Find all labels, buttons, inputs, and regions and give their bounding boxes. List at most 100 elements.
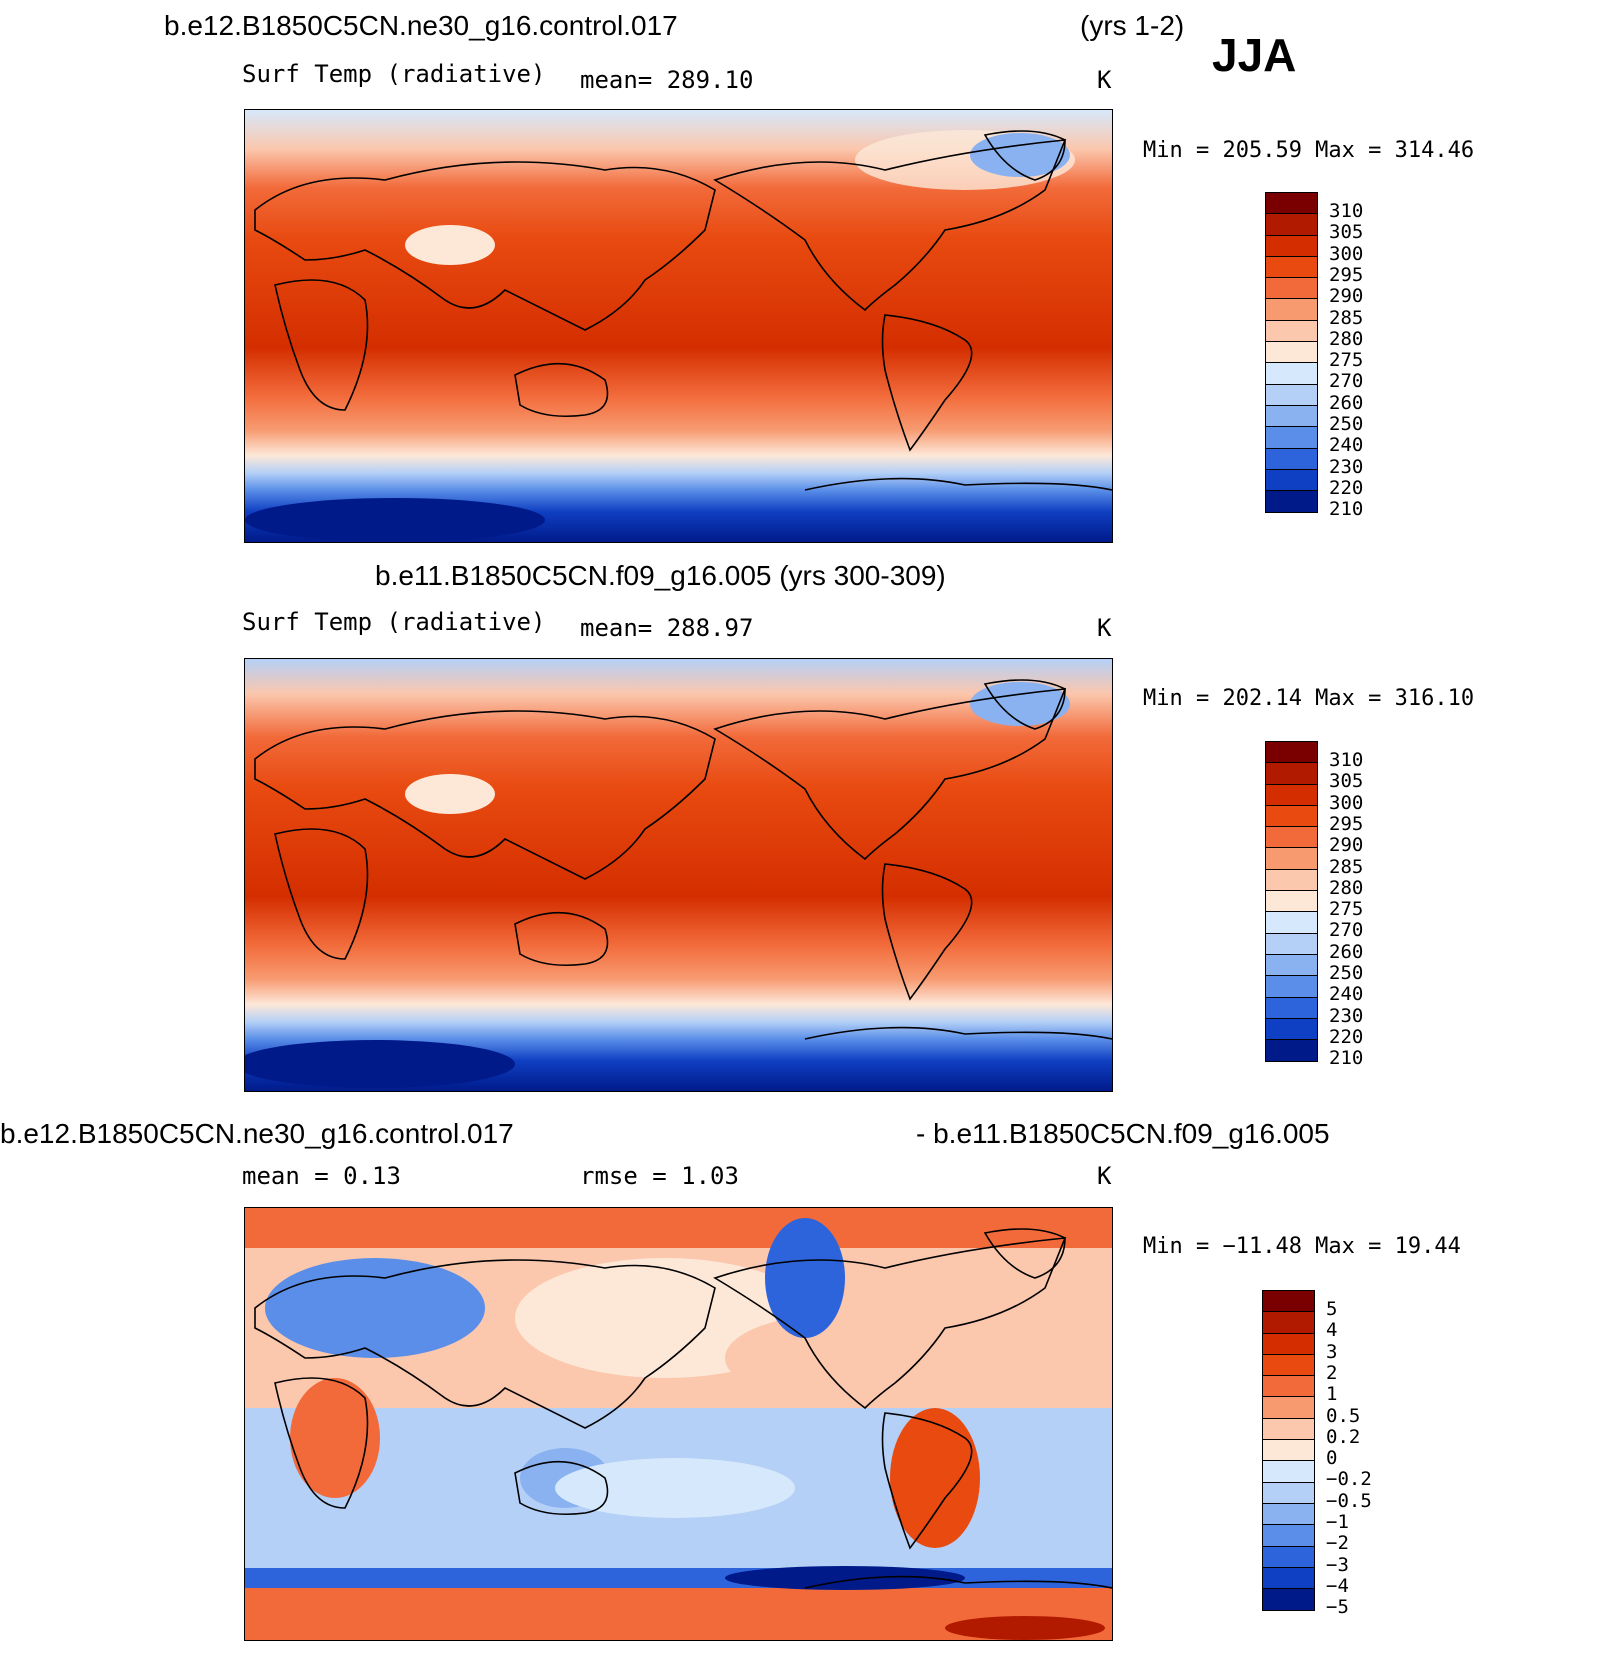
panel3-mean: mean = 0.13	[242, 1162, 401, 1190]
colorbar-label: 290	[1329, 285, 1364, 308]
colorbar-swatch	[1266, 256, 1317, 279]
colorbar-label: 270	[1329, 919, 1364, 942]
colorbar-swatch	[1266, 469, 1317, 492]
colorbar-swatch	[1266, 805, 1317, 828]
colorbar-swatch	[1266, 193, 1317, 215]
colorbar-label: 240	[1329, 983, 1364, 1006]
colorbar-label: 285	[1329, 306, 1364, 329]
colorbar-swatch	[1266, 448, 1317, 470]
colorbar-swatch	[1263, 1546, 1314, 1568]
colorbar-label: −0.2	[1326, 1468, 1372, 1491]
colorbar-label: −4	[1326, 1574, 1349, 1597]
panel1-map	[244, 109, 1113, 543]
colorbar-label: 250	[1329, 962, 1364, 984]
colorbar-swatch	[1263, 1461, 1314, 1483]
colorbar-swatch	[1266, 869, 1317, 892]
colorbar-swatch	[1263, 1525, 1314, 1547]
colorbar-swatch	[1266, 933, 1317, 955]
colorbar-label: 260	[1329, 391, 1364, 414]
colorbar-label: −1	[1326, 1511, 1349, 1533]
colorbar-label: 220	[1329, 476, 1364, 499]
colorbar-label: −2	[1326, 1532, 1349, 1555]
panel2-variable: Surf Temp (radiative)	[242, 608, 546, 636]
colorbar-label: 280	[1329, 876, 1364, 899]
panel3-map	[244, 1207, 1113, 1641]
colorbar-label: 300	[1329, 791, 1364, 814]
colorbar-swatch	[1266, 320, 1317, 343]
colorbar-label: 0.2	[1326, 1425, 1361, 1448]
colorbar-label: −5	[1326, 1596, 1349, 1619]
colorbar-swatch	[1266, 299, 1317, 321]
panel1-mean: mean= 289.10	[580, 66, 754, 94]
colorbar-label: 1	[1326, 1383, 1338, 1406]
colorbar-label: 2	[1326, 1361, 1338, 1384]
colorbar-label: 305	[1329, 770, 1364, 793]
colorbar-swatch	[1266, 235, 1317, 257]
colorbar-swatch	[1266, 427, 1317, 449]
colorbar-label: 240	[1329, 434, 1364, 457]
colorbar-swatch	[1266, 1040, 1317, 1062]
colorbar-label: 270	[1329, 370, 1364, 393]
colorbar-swatch	[1263, 1440, 1314, 1462]
colorbar-swatch	[1266, 827, 1317, 849]
panel2-title: b.e11.B1850C5CN.f09_g16.005 (yrs 300-309…	[375, 560, 946, 591]
colorbar-label: 0.5	[1326, 1404, 1361, 1427]
colorbar-label: 310	[1329, 200, 1364, 222]
colorbar-swatch	[1263, 1567, 1314, 1590]
colorbar-label: 295	[1329, 263, 1364, 286]
colorbar-swatch	[1266, 848, 1317, 870]
colorbar-label: −0.5	[1326, 1489, 1372, 1512]
colorbar-swatch	[1263, 1376, 1314, 1398]
season-label: JJA	[1212, 29, 1297, 81]
colorbar-swatch	[1263, 1397, 1314, 1419]
colorbar-swatch	[1266, 976, 1317, 998]
colorbar-label: 305	[1329, 221, 1364, 244]
colorbar-label: 280	[1329, 327, 1364, 350]
colorbar-label: 260	[1329, 940, 1364, 963]
panel2-map	[244, 658, 1113, 1092]
panel2-mean: mean= 288.97	[580, 614, 754, 642]
colorbar-swatch	[1266, 363, 1317, 385]
colorbar-swatch	[1263, 1503, 1314, 1526]
colorbar-label: 275	[1329, 349, 1364, 372]
colorbar-label: 295	[1329, 812, 1364, 835]
colorbar-label: −3	[1326, 1553, 1349, 1576]
panel2-units: K	[1097, 614, 1112, 642]
colorbar-swatch	[1266, 342, 1317, 364]
colorbar-swatch	[1266, 405, 1317, 428]
colorbar-swatch	[1263, 1482, 1314, 1504]
colorbar-label: 4	[1326, 1319, 1338, 1342]
panel3-minmax: Min = −11.48 Max = 19.44	[1143, 1234, 1461, 1259]
colorbar-swatch	[1263, 1418, 1314, 1441]
colorbar-swatch	[1266, 384, 1317, 406]
colorbar-swatch	[1263, 1589, 1314, 1611]
panel3-units: K	[1097, 1162, 1112, 1190]
colorbar-label: 210	[1329, 1047, 1364, 1070]
panel3-rmse: rmse = 1.03	[580, 1162, 739, 1190]
colorbar-swatch	[1266, 784, 1317, 806]
colorbar-label: 5	[1326, 1298, 1338, 1320]
panel1-variable: Surf Temp (radiative)	[242, 60, 546, 88]
colorbar-swatch	[1263, 1333, 1314, 1355]
colorbar-swatch	[1266, 278, 1317, 300]
panel1-title: b.e12.B1850C5CN.ne30_g16.control.017	[164, 10, 678, 41]
colorbar-label: 0	[1326, 1447, 1338, 1470]
colorbar-swatch	[1266, 742, 1317, 764]
panel3-title-left: b.e12.B1850C5CN.ne30_g16.control.017	[0, 1118, 514, 1149]
panel1-units: K	[1097, 66, 1112, 94]
colorbar-swatch	[1266, 1018, 1317, 1041]
colorbar-label: 230	[1329, 1004, 1364, 1027]
colorbar-swatch	[1263, 1291, 1314, 1313]
colorbar-label: 290	[1329, 834, 1364, 857]
colorbar-label: 310	[1329, 749, 1364, 771]
colorbar-label: 300	[1329, 242, 1364, 265]
colorbar-swatch	[1266, 214, 1317, 236]
colorbar-swatch	[1263, 1312, 1314, 1334]
colorbar-swatch	[1263, 1354, 1314, 1377]
colorbar-label: 3	[1326, 1340, 1338, 1363]
colorbar-label: 285	[1329, 855, 1364, 878]
colorbar-swatch	[1266, 891, 1317, 913]
colorbar-label: 210	[1329, 498, 1364, 521]
panel2-minmax: Min = 202.14 Max = 316.10	[1143, 686, 1475, 711]
panel1-years: (yrs 1-2)	[1080, 10, 1185, 41]
